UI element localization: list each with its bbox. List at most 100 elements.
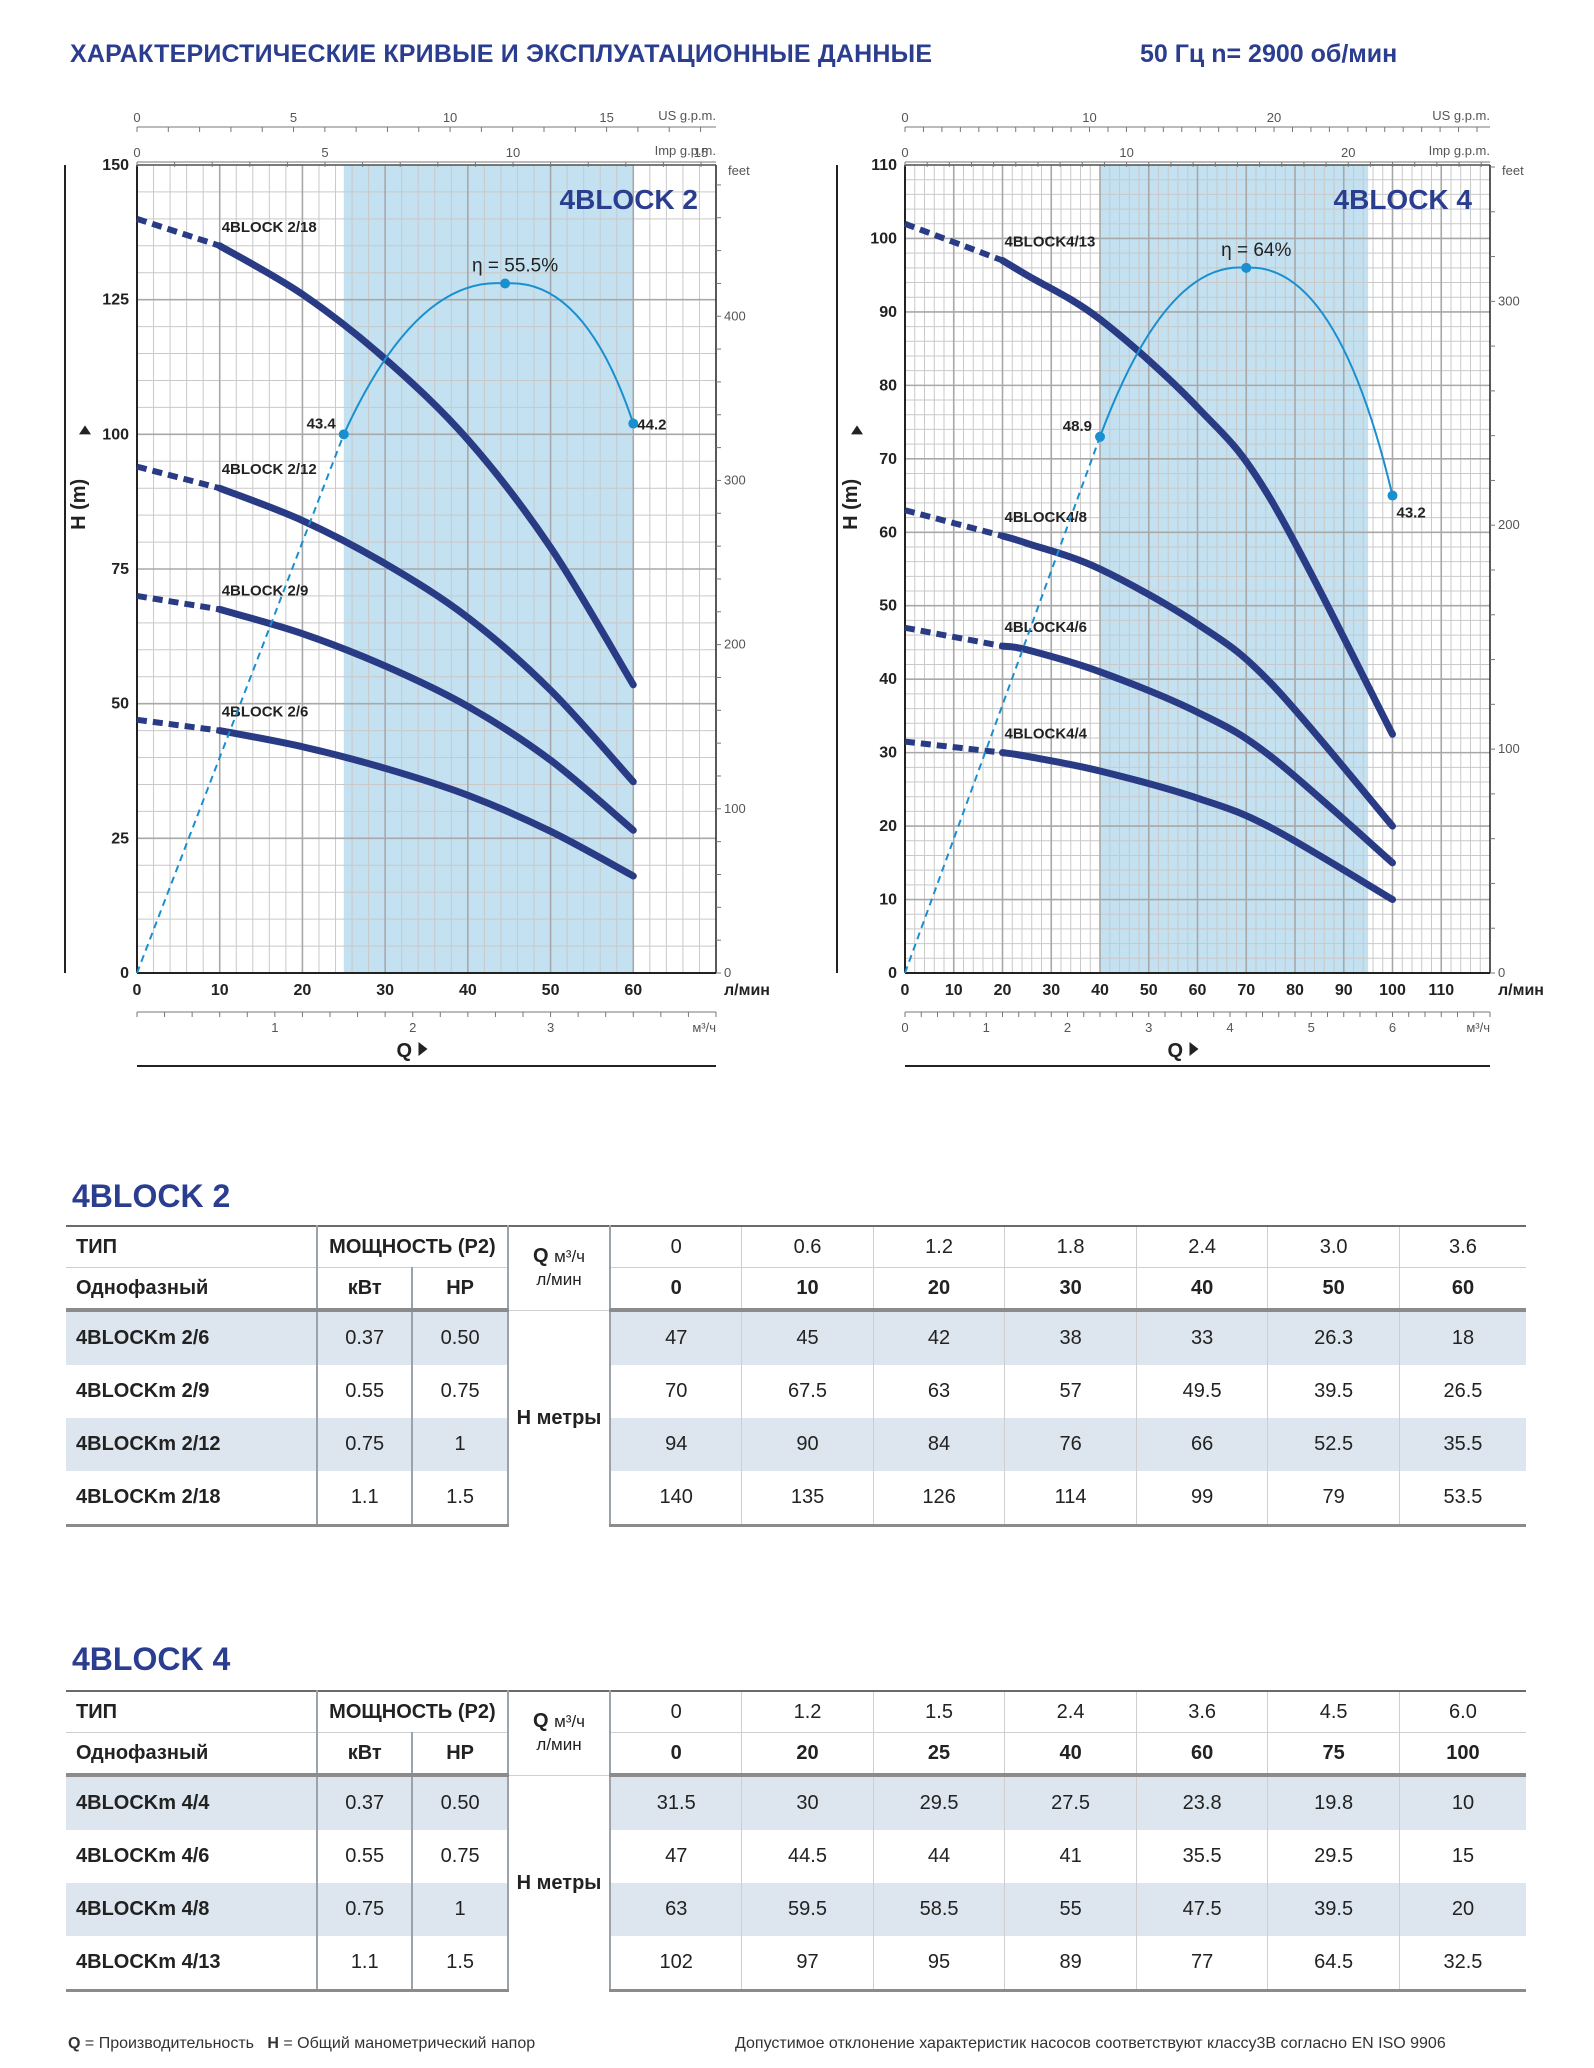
- feet-tick-label: 100: [724, 801, 746, 816]
- h-cell: 23.8: [1136, 1775, 1269, 1830]
- h-cell: 94: [610, 1418, 743, 1471]
- footer-q-text: = Производительность: [80, 2035, 254, 2052]
- x-tick-label: 40: [459, 982, 477, 999]
- y-axis-title: H (m): [68, 479, 90, 530]
- table-row: 4BLOCKm 4/6 0.55 0.75 47 44.5 44 41 35.5…: [66, 1830, 1526, 1883]
- series-curve-dashed: [904, 507, 1004, 539]
- efficiency-point-label: 43.2: [1397, 505, 1426, 522]
- h-cell: 97: [741, 1936, 874, 1992]
- page-title: ХАРАКТЕРИСТИЧЕСКИЕ КРИВЫЕ И ЭКСПЛУАТАЦИО…: [70, 40, 933, 68]
- h-label-cell: H метры: [506, 1775, 612, 1991]
- m3h-tick-label: 4: [1226, 1020, 1233, 1035]
- table-header-row-2: Однофазный кВт HP 0 20 25 40 60 75 100: [66, 1732, 1526, 1777]
- q-lmin-cell: 40: [1136, 1267, 1269, 1312]
- arrow-right-icon: [418, 1042, 428, 1056]
- x-axis-title: Q: [1168, 1040, 1184, 1062]
- series-curve: [216, 727, 637, 880]
- m3h-unit: м³/ч: [554, 1247, 586, 1267]
- series-curve: [999, 642, 1396, 867]
- series-label: 4BLOCK4/6: [1005, 619, 1088, 636]
- q-m3h-cell: 3.6: [1399, 1225, 1526, 1268]
- hp-cell: 1.5: [412, 1471, 509, 1527]
- h-cell: 41: [1004, 1830, 1137, 1883]
- h-cell: 39.5: [1267, 1365, 1400, 1418]
- feet-axis-label: feet: [728, 163, 750, 178]
- y-tick-label: 100: [870, 230, 897, 247]
- h-cell: 84: [873, 1418, 1006, 1471]
- series-curve-dashed: [136, 216, 221, 249]
- x-tick-label: 70: [1237, 982, 1255, 999]
- kw-cell: 1.1: [317, 1471, 414, 1527]
- model-cell: 4BLOCKm 2/18: [66, 1471, 319, 1527]
- series-label: 4BLOCK4/4: [1005, 726, 1088, 743]
- q-m3h-cell: 0: [610, 1225, 743, 1268]
- series-label: 4BLOCK4/13: [1005, 233, 1096, 250]
- footer-tolerance-note: Допустимое отклонение характеристик насо…: [735, 2035, 1446, 2052]
- efficiency-point-label: 48.9: [1063, 418, 1092, 435]
- h-cell: 114: [1004, 1471, 1137, 1527]
- h-cell: 47.5: [1136, 1883, 1269, 1936]
- y-tick-label: 150: [102, 157, 129, 174]
- series-curve-dashed: [903, 220, 1004, 264]
- y-tick-label: 0: [120, 965, 129, 982]
- h-cell: 47: [610, 1830, 743, 1883]
- q-m3h-cell: 3.0: [1267, 1225, 1400, 1268]
- y-tick-label: 25: [111, 830, 129, 847]
- q-lmin-cell: 0: [610, 1732, 743, 1777]
- efficiency-point: [628, 418, 639, 429]
- footer-h-key: H: [267, 2035, 279, 2052]
- feet-tick-label: 0: [724, 965, 731, 980]
- x-tick-label: 0: [901, 982, 910, 999]
- h-cell: 58.5: [873, 1883, 1006, 1936]
- h-cell: 95: [873, 1936, 1006, 1992]
- y-tick-label: 90: [879, 304, 897, 321]
- q-lmin-cell: 30: [1004, 1267, 1137, 1312]
- feet-tick-label: 0: [1498, 965, 1505, 980]
- table2-title: 4BLOCK 4: [72, 1641, 231, 1677]
- hp-cell: 0.75: [412, 1365, 509, 1418]
- h-cell: 20: [1399, 1883, 1526, 1936]
- imp-tick-label: 10: [1119, 145, 1133, 160]
- series-curve: [999, 532, 1396, 830]
- imp-axis-label: Imp g.p.m.: [1429, 143, 1490, 158]
- phase-header: Однофазный: [66, 1267, 319, 1312]
- h-cell: 29.5: [873, 1775, 1006, 1830]
- h-cell: 52.5: [1267, 1418, 1400, 1471]
- table-row: 4BLOCKm 4/8 0.75 1 63 59.5 58.5 55 47.5 …: [66, 1883, 1526, 1936]
- model-cell: 4BLOCKm 2/9: [66, 1365, 319, 1418]
- table-header-row-2: Однофазный кВт HP 0 10 20 30 40 50 60: [66, 1267, 1526, 1312]
- model-cell: 4BLOCKm 4/6: [66, 1830, 319, 1883]
- model-cell: 4BLOCKm 4/4: [66, 1775, 319, 1830]
- us-tick-label: 10: [1082, 110, 1096, 125]
- series-curve-dashed: [136, 463, 221, 492]
- efficiency-point: [1241, 262, 1252, 273]
- table-row: 4BLOCKm 4/4 0.37 0.50 H метры 31.5 30 29…: [66, 1775, 1526, 1991]
- y-tick-label: 110: [871, 157, 897, 174]
- kw-header: кВт: [317, 1267, 414, 1312]
- type-header: ТИП: [66, 1690, 319, 1733]
- q-m3h-cell: 0: [610, 1690, 743, 1733]
- h-cell: 49.5: [1136, 1365, 1269, 1418]
- h-cell: 33: [1136, 1310, 1269, 1365]
- series-curve-dashed: [136, 592, 221, 613]
- series-label: 4BLOCK 2/18: [222, 219, 317, 236]
- efficiency-dashed: [136, 433, 345, 974]
- us-tick-label: 5: [290, 110, 297, 125]
- us-tick-label: 20: [1267, 110, 1281, 125]
- x-axis-title: Q: [397, 1040, 413, 1062]
- h-cell: 30: [741, 1775, 874, 1830]
- x-unit-label: л/мин: [1498, 982, 1544, 999]
- h-cell: 66: [1136, 1418, 1269, 1471]
- h-cell: 126: [873, 1471, 1006, 1527]
- m3h-tick-label: 3: [547, 1020, 554, 1035]
- x-tick-label: 30: [376, 982, 394, 999]
- y-tick-label: 50: [879, 598, 897, 615]
- us-tick-label: 10: [443, 110, 457, 125]
- imp-tick-label: 20: [1341, 145, 1355, 160]
- y-tick-label: 70: [879, 451, 897, 468]
- imp-tick-label: 10: [506, 145, 520, 160]
- h-cell: 32.5: [1399, 1936, 1526, 1992]
- x-tick-label: 30: [1042, 982, 1060, 999]
